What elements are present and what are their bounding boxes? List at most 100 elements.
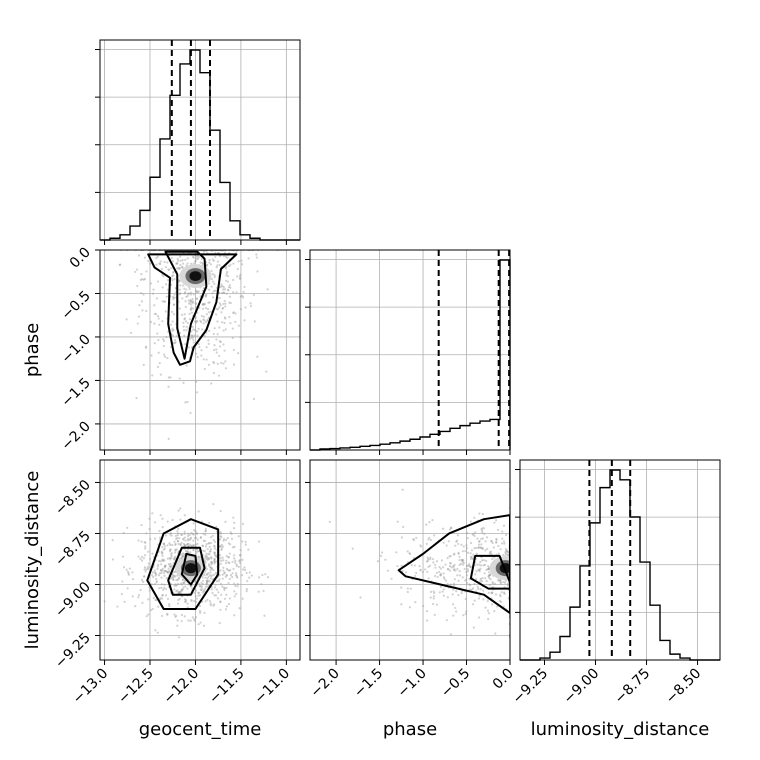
scatter-point <box>487 591 490 594</box>
x-axis-label: phase <box>383 719 437 740</box>
scatter-point <box>231 546 235 549</box>
scatter-point <box>141 601 144 604</box>
y-tick-label: −0.5 <box>58 288 93 323</box>
scatter-point <box>155 297 159 300</box>
scatter-point <box>229 301 232 305</box>
scatter-point <box>142 293 145 296</box>
scatter-point <box>167 567 170 570</box>
scatter-point <box>199 585 202 588</box>
scatter-point <box>215 580 219 583</box>
hist-panel-phase <box>305 249 511 455</box>
scatter-point <box>175 548 178 551</box>
scatter-point <box>200 328 204 331</box>
scatter-point <box>180 583 183 586</box>
scatter-point <box>181 578 184 582</box>
scatter-point <box>447 540 450 543</box>
scatter-point <box>179 507 182 510</box>
scatter-point <box>129 331 133 335</box>
scatter-point <box>359 596 362 599</box>
scatter-point <box>151 571 154 574</box>
scatter-point <box>186 550 190 554</box>
scatter-point <box>223 571 227 574</box>
scatter-point <box>243 285 246 289</box>
scatter-point <box>175 584 178 587</box>
scatter-point <box>176 574 179 577</box>
scatter-point <box>147 565 150 568</box>
scatter-point <box>419 568 422 571</box>
scatter-point <box>190 598 193 602</box>
scatter-point <box>197 591 200 595</box>
scatter-point <box>200 257 203 261</box>
scatter-point <box>243 566 246 569</box>
scatter-point <box>167 385 170 388</box>
scatter-point <box>242 296 245 299</box>
scatter-point <box>427 577 430 580</box>
scatter-point <box>471 587 475 590</box>
histogram-luminosity_distance <box>520 469 720 661</box>
scatter-point <box>204 530 207 533</box>
panel-frame <box>519 459 721 661</box>
scatter-point <box>452 584 456 587</box>
scatter-point <box>214 583 217 586</box>
scatter-point <box>219 557 222 560</box>
scatter-point <box>191 336 195 339</box>
scatter-point <box>414 574 417 577</box>
scatter-point <box>201 576 204 579</box>
scatter-point <box>187 299 190 302</box>
scatter-point <box>174 583 177 586</box>
scatter-point <box>160 563 163 566</box>
scatter-point <box>116 605 119 608</box>
scatter-point <box>218 345 222 348</box>
scatter-point <box>174 548 177 551</box>
scatter-point <box>181 297 184 300</box>
scatter-point <box>171 279 174 282</box>
scatter-point <box>171 334 174 337</box>
scatter-point <box>151 374 154 377</box>
scatter-point <box>180 582 183 585</box>
scatter-point <box>472 553 475 556</box>
scatter-point <box>453 563 456 566</box>
scatter-point <box>219 545 222 548</box>
scatter-point <box>505 553 508 556</box>
scatter-point <box>161 517 164 520</box>
scatter-point <box>164 534 168 537</box>
scatter-point <box>170 575 174 579</box>
scatter-point <box>181 262 185 265</box>
scatter-point <box>441 527 445 530</box>
scatter-point <box>190 311 193 314</box>
scatter-point <box>461 576 464 579</box>
scatter-point <box>202 589 205 592</box>
scatter-point <box>183 292 186 295</box>
scatter-point <box>191 616 194 619</box>
scatter-point <box>160 571 163 574</box>
scatter-point <box>235 291 238 294</box>
scatter-point <box>159 260 162 263</box>
scatter-point <box>185 325 188 328</box>
scatter-point <box>174 615 177 618</box>
x-tick-label: −0.5 <box>438 666 473 701</box>
scatter-point <box>501 537 504 540</box>
scatter-point <box>216 260 220 263</box>
scatter-point <box>266 288 269 291</box>
scatter-point <box>480 564 483 567</box>
scatter-point <box>177 577 180 580</box>
scatter-point <box>179 255 182 258</box>
scatter-point <box>237 565 241 568</box>
scatter-point <box>499 600 503 603</box>
scatter-point <box>472 532 475 535</box>
x-axis-label: geocent_time <box>139 719 262 740</box>
scatter-point <box>190 291 193 294</box>
y-axis-label: luminosity_distance <box>22 471 43 650</box>
scatter-point <box>197 594 200 597</box>
scatter-point <box>173 613 176 616</box>
scatter-point <box>126 526 129 529</box>
scatter-points <box>103 250 279 440</box>
scatter-point <box>176 534 179 537</box>
scatter-point <box>203 303 206 306</box>
scatter-point <box>211 292 214 295</box>
scatter-point <box>425 542 428 546</box>
scatter-point <box>148 589 151 592</box>
scatter-point <box>451 593 454 596</box>
scatter-point <box>187 537 190 540</box>
scatter-point <box>178 597 181 600</box>
